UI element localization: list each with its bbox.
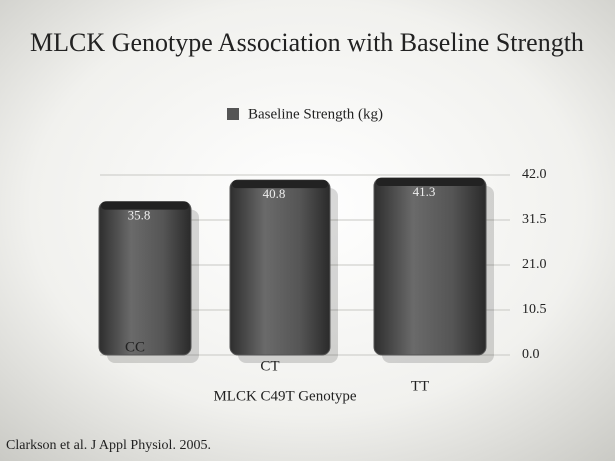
bar-top [376, 178, 484, 186]
x-tick-label: CC [125, 339, 145, 355]
value-label: 35.8 [128, 208, 151, 223]
x-axis-label: MLCK C49T Genotype [213, 388, 356, 404]
value-label: 41.3 [413, 184, 436, 199]
chart-title: MLCK Genotype Association with Baseline … [30, 28, 584, 57]
x-tick-label: CT [260, 358, 279, 374]
legend-swatch [227, 108, 239, 120]
bar [98, 201, 192, 356]
y-tick-label: 10.5 [522, 302, 547, 317]
bar [229, 179, 331, 356]
y-tick-label: 31.5 [522, 212, 547, 227]
bar-top [232, 180, 328, 189]
legend-label: Baseline Strength (kg) [248, 106, 383, 122]
y-tick-label: 0.0 [522, 347, 540, 362]
bar-top [101, 201, 189, 210]
source-note: Clarkson et al. J Appl Physiol. 2005. [6, 438, 211, 453]
x-tick-label: TT [411, 378, 429, 394]
value-label: 40.8 [263, 186, 286, 201]
y-tick-label: 21.0 [522, 257, 547, 272]
bar [373, 177, 487, 356]
y-tick-label: 42.0 [522, 167, 547, 182]
